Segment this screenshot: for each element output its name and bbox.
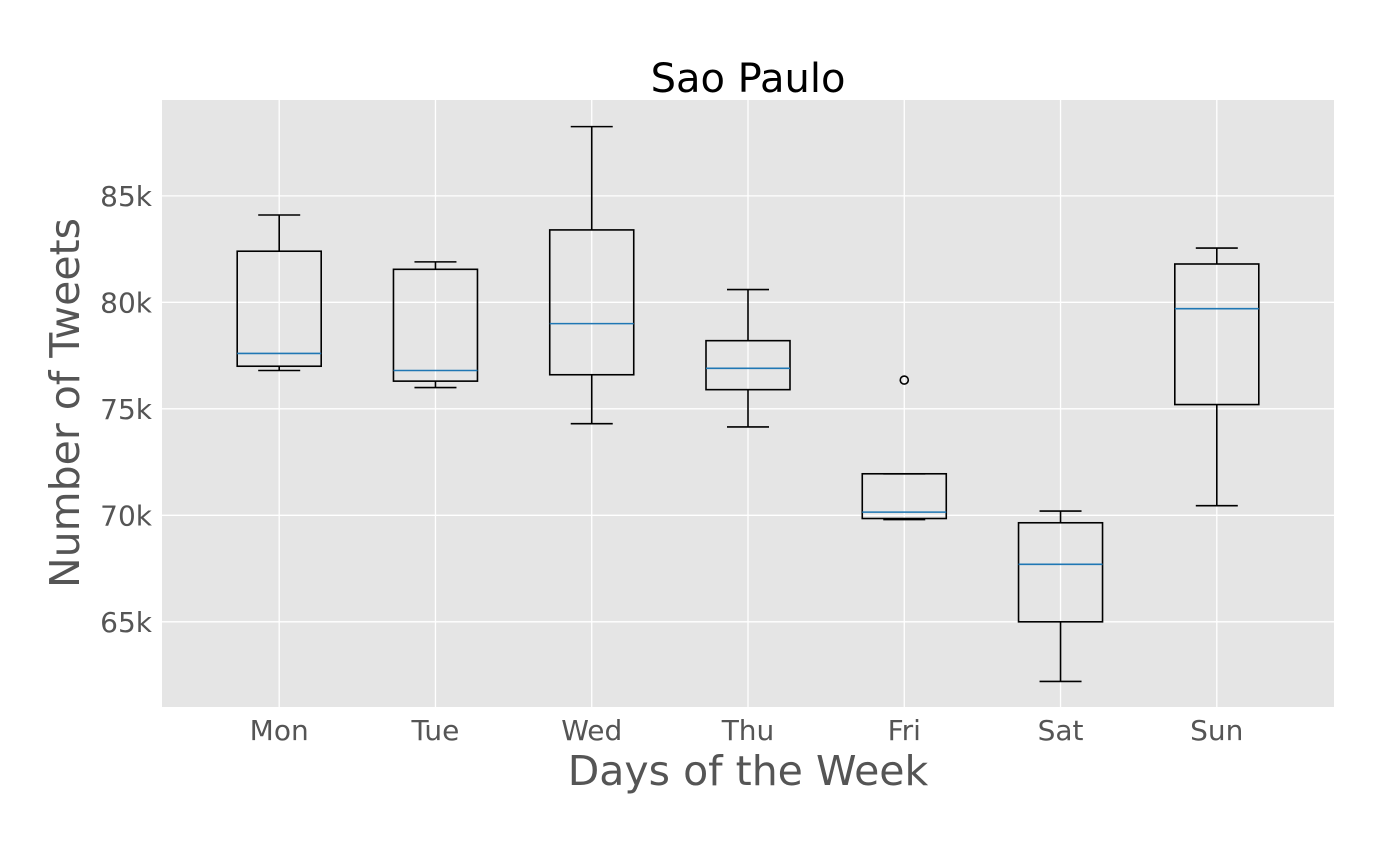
x-tick-label: Fri	[888, 714, 921, 747]
x-tick-label: Sun	[1190, 714, 1243, 747]
x-axis-label: Days of the Week	[568, 747, 929, 795]
chart-title: Sao Paulo	[651, 56, 846, 102]
x-tick-label: Thu	[721, 714, 775, 747]
box-group	[1017, 510, 1104, 683]
box-group	[548, 125, 635, 425]
box	[1017, 521, 1104, 623]
box-group	[1174, 247, 1260, 507]
box-group	[236, 214, 322, 372]
box-group	[861, 375, 948, 521]
x-tick-label: Wed	[561, 714, 622, 747]
y-tick-label: 85k	[100, 180, 153, 213]
y-tick-label: 75k	[100, 393, 153, 426]
x-tick-label: Tue	[411, 714, 460, 747]
tick-labels: 65k 70k 75k 80k 85k Mon Tue Wed Thu Fri Sat Sun	[100, 180, 1243, 747]
x-tick-label: Mon	[250, 714, 309, 747]
y-tick-label: 80k	[100, 286, 153, 319]
box	[1174, 263, 1260, 406]
box	[392, 268, 479, 382]
box-group	[392, 261, 479, 389]
box	[548, 229, 635, 376]
x-tick-label: Sat	[1038, 714, 1084, 747]
box	[705, 339, 791, 391]
y-tick-label: 65k	[100, 606, 153, 639]
box	[236, 250, 322, 368]
y-tick-label: 70k	[100, 499, 153, 532]
box-group	[705, 288, 791, 428]
outlier-point	[899, 375, 910, 385]
y-axis-label: Number of Tweets	[41, 218, 89, 588]
boxes-layer	[236, 125, 1260, 683]
box	[861, 472, 948, 520]
